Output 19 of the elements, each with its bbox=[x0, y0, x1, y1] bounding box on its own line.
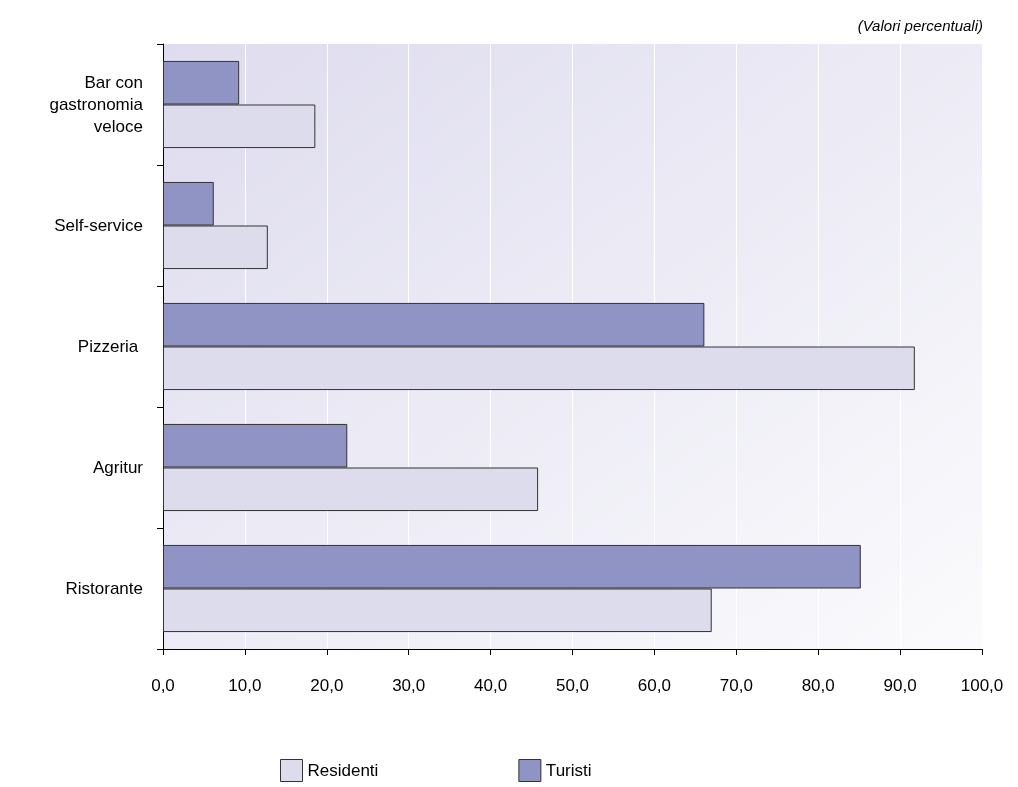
y-tick-label: Bar con gastronomia veloce bbox=[49, 73, 144, 136]
x-tick-label: 70,0 bbox=[719, 676, 753, 695]
x-tick-label: 40,0 bbox=[474, 676, 508, 695]
legend-label: Residenti bbox=[307, 761, 379, 780]
y-tick-label: Agritur bbox=[92, 458, 144, 477]
y-tick-label: Pizzeria bbox=[77, 337, 143, 356]
x-tick-label: 30,0 bbox=[392, 676, 426, 695]
x-tick-label: 80,0 bbox=[801, 676, 835, 695]
x-tick-label: 0,0 bbox=[151, 676, 175, 695]
x-tick-label: 20,0 bbox=[310, 676, 344, 695]
y-tick-label: Self-service bbox=[54, 216, 143, 235]
x-tick-label: 50,0 bbox=[555, 676, 590, 695]
y-tick-label: Ristorante bbox=[65, 579, 143, 598]
text: (Valori percentuali) bbox=[857, 17, 984, 34]
x-tick-label: 90,0 bbox=[883, 676, 917, 695]
x-tick-label: 60,0 bbox=[637, 676, 671, 695]
x-tick-label: 10,0 bbox=[228, 676, 262, 695]
legend-label: Turisti bbox=[545, 761, 592, 780]
x-tick-label: 100,0 bbox=[960, 676, 1004, 695]
